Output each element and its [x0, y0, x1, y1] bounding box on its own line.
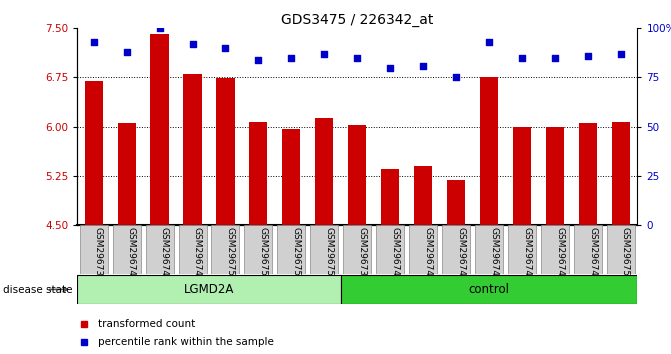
Bar [513, 127, 531, 225]
Text: GSM296741: GSM296741 [423, 227, 432, 282]
Text: percentile rank within the sample: percentile rank within the sample [99, 337, 274, 347]
Text: GSM296745: GSM296745 [522, 227, 531, 282]
Point [550, 55, 560, 61]
FancyBboxPatch shape [211, 225, 240, 274]
FancyBboxPatch shape [77, 275, 341, 304]
Text: GSM296739: GSM296739 [357, 227, 366, 282]
Point [286, 55, 297, 61]
Text: GSM296747: GSM296747 [160, 227, 168, 282]
Text: GSM296742: GSM296742 [127, 227, 136, 282]
Bar [117, 123, 136, 225]
Bar [414, 166, 432, 225]
Text: GSM296751: GSM296751 [225, 227, 234, 282]
Bar [183, 74, 201, 225]
Point [220, 45, 231, 51]
Point [187, 41, 198, 47]
Bar [250, 122, 268, 225]
FancyBboxPatch shape [244, 225, 272, 274]
Text: disease state: disease state [3, 285, 73, 295]
Point [615, 51, 626, 57]
FancyBboxPatch shape [574, 225, 602, 274]
FancyBboxPatch shape [311, 225, 338, 274]
Text: control: control [468, 283, 510, 296]
FancyBboxPatch shape [376, 225, 404, 274]
Point [121, 49, 132, 55]
Bar [480, 78, 498, 225]
FancyBboxPatch shape [344, 225, 371, 274]
Text: GSM296740: GSM296740 [391, 227, 399, 282]
Bar [546, 127, 564, 225]
Point [319, 51, 329, 57]
FancyBboxPatch shape [80, 225, 107, 274]
Bar [282, 129, 301, 225]
Point [89, 39, 99, 45]
FancyBboxPatch shape [341, 275, 637, 304]
FancyBboxPatch shape [607, 225, 635, 274]
Point [484, 39, 495, 45]
Point [582, 53, 593, 59]
Text: transformed count: transformed count [99, 319, 196, 329]
Text: GSM296746: GSM296746 [555, 227, 564, 282]
FancyBboxPatch shape [442, 225, 470, 274]
Point [154, 25, 165, 31]
Bar [447, 180, 465, 225]
Bar [150, 34, 168, 225]
Point [418, 63, 429, 68]
Bar [315, 118, 333, 225]
Bar [579, 123, 597, 225]
Bar [85, 81, 103, 225]
Point [352, 55, 362, 61]
FancyBboxPatch shape [178, 225, 207, 274]
Bar [381, 169, 399, 225]
FancyBboxPatch shape [113, 225, 141, 274]
Bar [348, 125, 366, 225]
FancyBboxPatch shape [409, 225, 437, 274]
Text: GSM296753: GSM296753 [291, 227, 301, 282]
FancyBboxPatch shape [146, 225, 174, 274]
Title: GDS3475 / 226342_at: GDS3475 / 226342_at [281, 13, 433, 27]
Point [253, 57, 264, 63]
Point [451, 75, 462, 80]
Text: GSM296748: GSM296748 [193, 227, 201, 282]
Text: GSM296743: GSM296743 [456, 227, 465, 282]
FancyBboxPatch shape [277, 225, 305, 274]
Text: GSM296750: GSM296750 [621, 227, 630, 282]
Text: GSM296752: GSM296752 [258, 227, 268, 282]
FancyBboxPatch shape [541, 225, 569, 274]
Text: LGMD2A: LGMD2A [184, 283, 234, 296]
Text: GSM296738: GSM296738 [94, 227, 103, 282]
Bar [612, 122, 630, 225]
Text: GSM296749: GSM296749 [588, 227, 597, 282]
Text: GSM296754: GSM296754 [324, 227, 333, 282]
Bar [217, 78, 235, 225]
Text: GSM296744: GSM296744 [489, 227, 498, 282]
Point [385, 65, 396, 70]
FancyBboxPatch shape [475, 225, 503, 274]
Point [517, 55, 527, 61]
FancyBboxPatch shape [508, 225, 536, 274]
